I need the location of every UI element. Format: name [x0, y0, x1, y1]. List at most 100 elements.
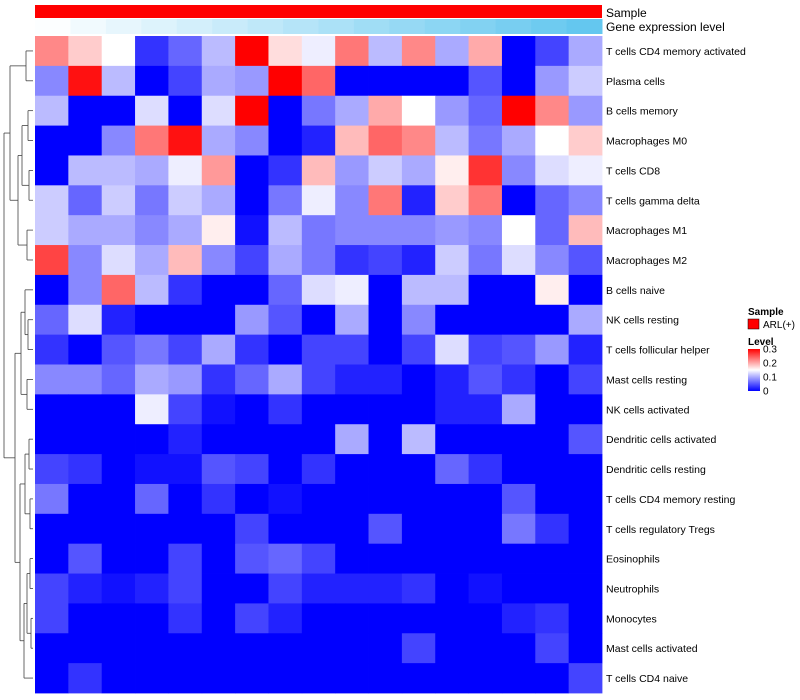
gene-expression-cell: [247, 19, 284, 34]
heatmap-cell: [468, 155, 503, 186]
row-label: NK cells resting: [606, 315, 679, 327]
gene-expression-cell: [318, 19, 355, 34]
heatmap-cell: [335, 364, 369, 395]
heatmap-cell: [201, 125, 236, 156]
heatmap-cell: [168, 245, 203, 276]
heatmap-cell: [468, 36, 503, 67]
row-label: Mast cells activated: [606, 643, 698, 655]
row-label: T cells CD4 naive: [606, 673, 688, 685]
heatmap-cell: [568, 454, 603, 485]
legend-sample-title: Sample: [748, 307, 784, 318]
heatmap-cell: [101, 36, 136, 67]
heatmap-cell: [268, 483, 303, 515]
heatmap-cell: [201, 663, 236, 694]
legend-sample-entry: ARL(+): [763, 320, 795, 331]
heatmap-cell: [468, 633, 503, 664]
heatmap-cell: [135, 36, 169, 67]
heatmap-cell: [468, 274, 503, 306]
heatmap-cell: [301, 36, 336, 67]
heatmap-cell: [568, 36, 603, 67]
heatmap-cell: [135, 155, 169, 186]
heatmap-cell: [268, 65, 303, 97]
heatmap-cell: [168, 65, 203, 97]
heatmap-cell: [335, 274, 369, 306]
heatmap-cell: [435, 65, 469, 97]
row-label: Mast cells resting: [606, 374, 687, 386]
heatmap-cell: [435, 245, 469, 276]
gene-expression-cell: [283, 19, 319, 34]
heatmap-cell: [135, 274, 169, 306]
heatmap-cell: [168, 603, 203, 634]
heatmap-cell: [335, 394, 369, 425]
heatmap-cell: [68, 513, 103, 545]
heatmap-cell: [135, 603, 169, 634]
heatmap-cell: [435, 125, 469, 156]
heatmap-cell: [168, 215, 203, 246]
heatmap-cell: [435, 513, 469, 545]
heatmap-cell: [301, 155, 336, 186]
heatmap-cell: [68, 334, 103, 365]
heatmap-cell: [568, 483, 603, 515]
heatmap-cell: [268, 424, 303, 455]
heatmap-cell: [68, 274, 103, 306]
heatmap-cell: [35, 185, 69, 216]
heatmap-cell: [301, 125, 336, 156]
heatmap-cell: [168, 364, 203, 395]
heatmap-cell: [568, 274, 603, 306]
heatmap-cell: [468, 603, 503, 634]
heatmap-cell: [401, 215, 436, 246]
heatmap-cell: [335, 95, 369, 126]
heatmap-cell: [268, 304, 303, 336]
heatmap-cell: [135, 483, 169, 515]
heatmap-cell: [335, 454, 369, 485]
heatmap-cell: [201, 245, 236, 276]
heatmap-cell: [101, 125, 136, 156]
row-label: Macrophages M1: [606, 225, 687, 237]
heatmap-cell: [468, 513, 503, 545]
heatmap-cell: [168, 663, 203, 694]
heatmap-cell: [68, 304, 103, 336]
heatmap-cell: [468, 573, 503, 604]
heatmap-cell: [135, 663, 169, 694]
heatmap-cell: [35, 274, 69, 306]
heatmap-cell: [135, 185, 169, 216]
row-label: T cells CD4 memory activated: [606, 46, 746, 58]
legend-level-colorbar: [748, 349, 760, 391]
heatmap-cell: [301, 424, 336, 455]
heatmap-cell: [368, 603, 403, 634]
heatmap-cell: [435, 185, 469, 216]
heatmap-cell: [401, 155, 436, 186]
gene-expression-cell: [424, 19, 461, 34]
heatmap-cell: [35, 573, 69, 604]
heatmap-cell: [268, 543, 303, 574]
heatmap-cell: [501, 334, 536, 365]
heatmap-cell: [235, 603, 269, 634]
heatmap-cell: [235, 215, 269, 246]
heatmap-cell: [468, 185, 503, 216]
heatmap-cell: [68, 125, 103, 156]
row-label: Macrophages M2: [606, 255, 687, 267]
heatmap-cell: [135, 633, 169, 664]
heatmap-cell: [168, 36, 203, 67]
heatmap-cell: [301, 215, 336, 246]
gene-expression-cell: [531, 19, 568, 34]
heatmap-cell: [501, 454, 536, 485]
heatmap-cell: [368, 125, 403, 156]
heatmap-cell: [35, 155, 69, 186]
heatmap-cell: [101, 424, 136, 455]
heatmap-cell: [35, 513, 69, 545]
heatmap-cell: [501, 513, 536, 545]
heatmap-cell: [35, 663, 69, 694]
heatmap-cell: [301, 663, 336, 694]
row-label: T cells follicular helper: [606, 345, 710, 357]
heatmap-cell: [235, 663, 269, 694]
row-dendrogram: [3, 50, 33, 679]
heatmap-cell: [168, 454, 203, 485]
heatmap-cell: [268, 633, 303, 664]
heatmap-cell: [301, 65, 336, 97]
heatmap-cell: [35, 603, 69, 634]
heatmap-cell: [335, 513, 369, 545]
heatmap-cell: [535, 155, 570, 186]
heatmap-cell: [368, 513, 403, 545]
